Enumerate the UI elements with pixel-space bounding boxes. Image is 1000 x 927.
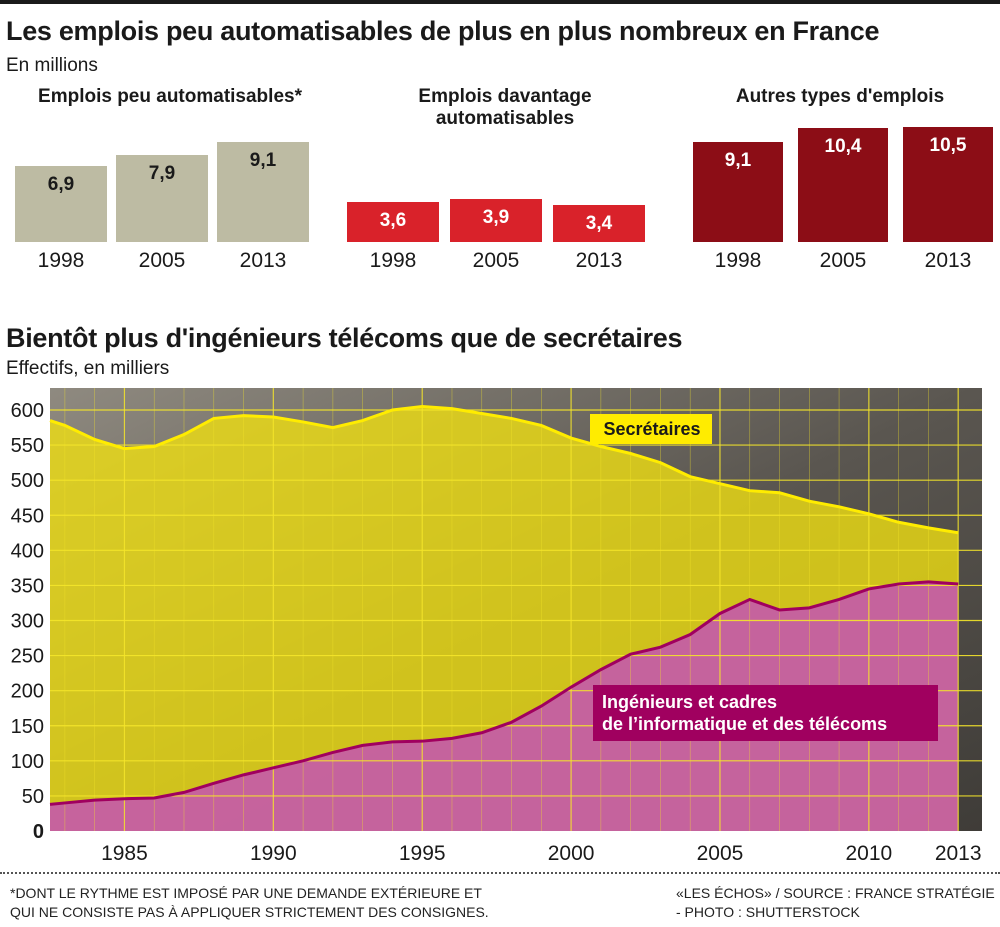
y-tick-label: 100	[11, 751, 44, 773]
x-tick-label: 2010	[845, 842, 892, 865]
page-title: Les emplois peu automatisables de plus e…	[6, 16, 880, 46]
chart-subtitle: Effectifs, en milliers	[6, 358, 170, 379]
year-label: 2013	[924, 249, 972, 272]
footnote-line2: QUI NE CONSISTE PAS À APPLIQUER STRICTEM…	[10, 904, 489, 920]
bar-2013: 3,4	[553, 204, 645, 242]
series-line-secretaires	[49, 404, 959, 535]
series-area-ingenieurs	[50, 581, 959, 831]
footnote-line1: *DONT LE RYTHME EST IMPOSÉ PAR UNE DEMAN…	[10, 885, 482, 901]
year-label: 1998	[369, 249, 417, 272]
bar-2013: 10,5	[903, 126, 993, 242]
footnote: *DONT LE RYTHME EST IMPOSÉ PAR UNE DEMAN…	[10, 884, 550, 922]
bar-value-label: 9,1	[249, 149, 277, 171]
bar-chart-davantage-automatisables: Emplois davantage automatisables 3,6 1998…	[335, 80, 665, 280]
bar-value-label: 10,5	[929, 134, 967, 156]
plot-area	[49, 388, 982, 831]
panel-title: Autres types d'emplois	[735, 86, 945, 107]
x-tick-label: 1990	[250, 842, 297, 865]
y-tick-label: 150	[11, 716, 44, 738]
series-line-ingenieurs	[49, 580, 959, 806]
annotation-secretaires-box	[590, 414, 712, 444]
y-tick-label: 500	[11, 470, 44, 492]
x-tick-label: 2013	[935, 842, 982, 865]
year-label: 2005	[472, 249, 520, 272]
x-tick-label: 1985	[101, 842, 148, 865]
y-tick-label: 550	[11, 435, 44, 457]
page-subtitle: En millions	[6, 55, 98, 76]
year-label: 1998	[37, 249, 85, 272]
y-tick-label: 600	[11, 400, 44, 422]
bar-value-label: 10,4	[824, 135, 862, 157]
year-label: 1998	[714, 249, 762, 272]
panel-title: Emplois peu automatisables*	[38, 86, 302, 107]
y-tick-label: 200	[11, 681, 44, 703]
annotation-ingenieurs-box	[593, 685, 938, 741]
bar-value-label: 9,1	[724, 149, 752, 171]
bar-value-label: 3,9	[482, 207, 510, 229]
x-tick-label: 1995	[399, 842, 446, 865]
y-tick-label: 450	[11, 505, 44, 527]
annotation-secretaires: Secrétaires	[603, 419, 700, 439]
bar-2013: 9,1	[217, 141, 309, 242]
top-rule	[0, 0, 1000, 4]
panel-title-text: Emplois davantage automatisables	[418, 86, 592, 129]
year-label: 2005	[819, 249, 867, 272]
annotation-ingenieurs-line2: de l’informatique et des télécoms	[602, 714, 887, 734]
chart-title: Bientôt plus d'ingénieurs télécoms que d…	[6, 323, 683, 353]
source-line1: «LES ÉCHOS» / SOURCE : FRANCE STRATÉGIE	[676, 885, 995, 901]
bar-chart-peu-automatisables: Emplois peu automatisables* 6,9 1998 7,9 20…	[0, 80, 330, 280]
year-label: 2013	[239, 249, 287, 272]
y-tick-label: 350	[11, 575, 44, 597]
annotation-ingenieurs-line1: Ingénieurs et cadres	[602, 692, 777, 712]
bar-2005: 7,9	[116, 155, 208, 242]
footer-divider	[0, 872, 1000, 874]
bar-1998: 6,9	[15, 166, 107, 242]
year-label: 2005	[138, 249, 186, 272]
bar-1998: 9,1	[693, 141, 783, 242]
bar-value-label: 3,4	[585, 212, 613, 234]
bar-value-label: 6,9	[47, 174, 75, 196]
bar-value-label: 7,9	[148, 163, 176, 185]
bar-value-label: 3,6	[379, 210, 407, 232]
year-label: 2013	[575, 249, 623, 272]
source-line2: - PHOTO : SHUTTERSTOCK	[676, 904, 860, 920]
bar-2005: 10,4	[798, 127, 888, 242]
area-chart: Secrétaires Ingénieurs et cadres de l’in…	[11, 388, 982, 865]
y-tick-label: 50	[22, 786, 44, 808]
bar-2005: 3,9	[450, 199, 542, 242]
panel-title: Emplois davantage automatisables	[335, 86, 675, 130]
y-tick-label: 0	[33, 821, 44, 843]
bar-chart-autres-emplois: Autres types d'emplois 9,1 1998 10,4 2005 10…	[685, 80, 1000, 280]
bar-1998: 3,6	[347, 202, 439, 242]
y-tick-label: 400	[11, 540, 44, 562]
y-tick-label: 250	[11, 646, 44, 668]
x-tick-label: 2000	[548, 842, 595, 865]
x-tick-label: 2005	[697, 842, 744, 865]
source-credit: «LES ÉCHOS» / SOURCE : FRANCE STRATÉGIE …	[676, 884, 996, 922]
y-tick-label: 300	[11, 611, 44, 633]
